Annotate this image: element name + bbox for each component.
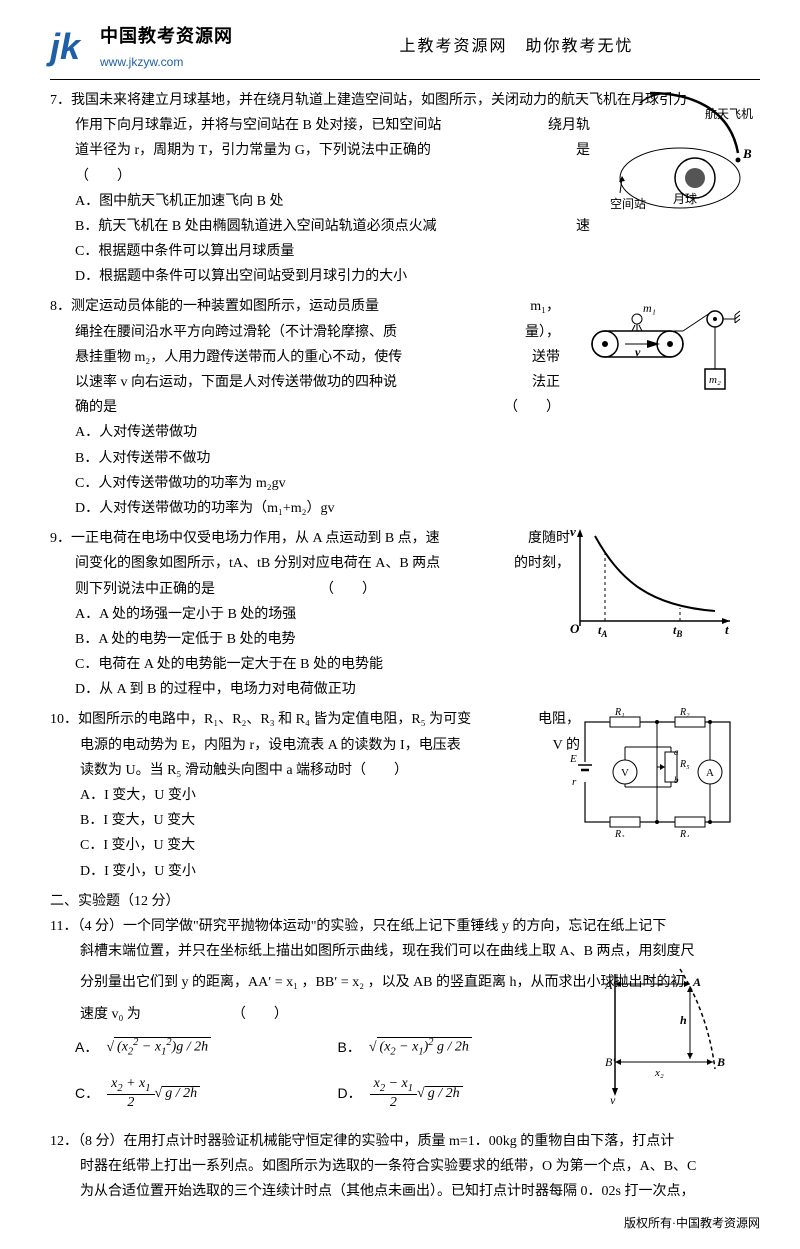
figure-q8: m₁ m₂ v <box>575 294 750 404</box>
svg-text:y: y <box>609 1093 616 1104</box>
question-11: 11．（4 分）一个同学做"研究平抛物体运动"的实验，只在纸上记下重锤线 y 的… <box>50 914 760 1119</box>
figure-q9: v O tA tB t <box>560 521 740 641</box>
svg-text:h: h <box>680 1013 687 1027</box>
q11-opt-d: D． x2 − x12 g / 2h <box>338 1068 601 1119</box>
svg-text:A: A <box>706 767 714 779</box>
svg-text:V: V <box>621 767 629 779</box>
svg-text:v: v <box>635 345 641 359</box>
question-7: 航天飞机 B 月球 空间站 7．我国未来将建立月球基地，并在绕月轨道上建造空间站… <box>50 88 760 290</box>
svg-text:A: A <box>692 975 701 989</box>
page-footer: 版权所有·中国教考资源网 <box>624 1213 760 1235</box>
svg-text:航天飞机: 航天飞机 <box>705 106 753 121</box>
logo-url-text: www.jkzyw.com <box>100 52 233 74</box>
figure-q7: 航天飞机 B 月球 空间站 <box>600 88 770 218</box>
q7-num: 7． <box>50 93 71 108</box>
svg-text:R₁: R₁ <box>614 707 625 718</box>
svg-text:m₁: m₁ <box>643 301 656 315</box>
logo-cn-text: 中国教考资源网 <box>100 20 233 52</box>
svg-text:A′: A′ <box>604 978 615 992</box>
svg-text:v: v <box>570 524 576 539</box>
svg-text:m₂: m₂ <box>709 374 721 386</box>
question-8: m₁ m₂ v 8．测定运动员体能的一种装置如图所示，运动员质量m₁， 绳拴在腰… <box>50 294 760 521</box>
q11-opt-b: B． (x2 − x1)2 g / 2h <box>338 1027 601 1068</box>
svg-text:R₂: R₂ <box>679 707 690 718</box>
svg-text:b: b <box>674 775 679 785</box>
svg-text:空间站: 空间站 <box>610 197 646 211</box>
svg-text:R₄: R₄ <box>679 829 690 837</box>
section-2-title: 二、实验题（12 分） <box>50 889 760 914</box>
svg-text:x₂: x₂ <box>654 1067 664 1079</box>
figure-q11: y x₁ A′ A h x₂ B′ B <box>590 964 730 1104</box>
svg-text:tA: tA <box>598 623 607 639</box>
svg-text:t: t <box>725 622 729 637</box>
question-10: R₁ R₂ R₃ R₄ R₅ a b <box>50 707 760 883</box>
logo: jk 中国教考资源网 www.jkzyw.com <box>50 20 233 74</box>
page-header: jk 中国教考资源网 www.jkzyw.com 上教考资源网 助你教考无忧 <box>50 20 760 80</box>
svg-text:a: a <box>674 747 679 757</box>
svg-text:月球: 月球 <box>673 192 697 206</box>
svg-text:B′: B′ <box>605 1055 615 1069</box>
svg-text:E: E <box>570 753 577 765</box>
svg-text:B: B <box>742 146 752 161</box>
svg-text:R₅: R₅ <box>679 759 690 770</box>
q7-opt-c: C．根据题中条件可以算出月球质量 <box>75 239 760 264</box>
q7-opt-d: D．根据题中条件可以算出空间站受到月球引力的大小 <box>75 264 760 289</box>
svg-text:r: r <box>572 776 577 788</box>
q11-opt-a: A． (x22 − x12)g / 2h <box>75 1027 338 1068</box>
svg-text:O: O <box>570 621 580 636</box>
svg-text:R₃: R₃ <box>614 829 625 837</box>
figure-q10: R₁ R₂ R₃ R₄ R₅ a b <box>570 707 740 837</box>
header-title: 上教考资源网 助你教考无忧 <box>233 33 760 62</box>
question-9: v O tA tB t 9．一正电荷在电场中仅受电场力作用，从 A 点运动到 B… <box>50 526 760 702</box>
svg-text:x₁: x₁ <box>644 971 654 983</box>
svg-text:B: B <box>716 1055 725 1069</box>
logo-icon: jk <box>50 24 95 69</box>
question-12: 12．（8 分）在用打点计时器验证机械能守恒定律的实验中，质量 m=1．00kg… <box>50 1129 760 1205</box>
svg-text:tB: tB <box>673 623 682 639</box>
q11-opt-c: C． x2 + x12 g / 2h <box>75 1068 338 1119</box>
